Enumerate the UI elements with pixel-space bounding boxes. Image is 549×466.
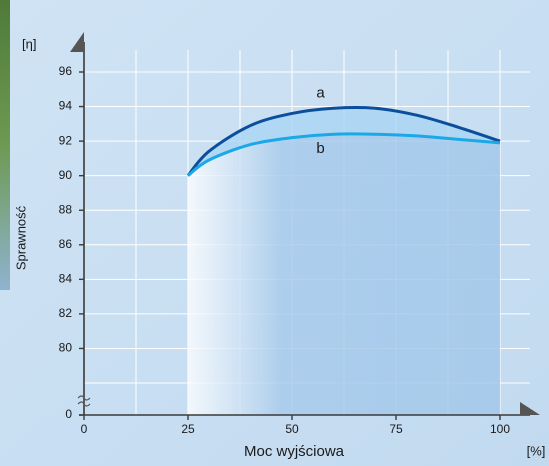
x-axis-label: Moc wyjściowa <box>244 443 345 460</box>
y-tick-label: 96 <box>59 64 73 78</box>
y-tick-label: 82 <box>59 306 73 320</box>
x-arrow <box>520 402 540 415</box>
line <box>186 106 501 177</box>
y-axis-label: Sprawność <box>13 205 28 270</box>
x-tick-label: 100 <box>490 422 510 436</box>
x-tick-label: 25 <box>181 422 195 436</box>
x-tick-label: 75 <box>389 422 403 436</box>
x-tick-label: 0 <box>81 422 88 436</box>
y-tick-label: 90 <box>59 168 73 182</box>
y-arrow <box>70 32 84 52</box>
axes <box>79 42 530 416</box>
y-tick-label: 94 <box>59 99 73 113</box>
axis-break <box>77 395 91 407</box>
x-tick-label: 50 <box>285 422 299 436</box>
x-unit: [%] <box>527 443 546 458</box>
y-unit: [η] <box>22 36 36 51</box>
shaded-area <box>188 133 500 415</box>
gap-area <box>188 107 500 176</box>
y-tick-label: 0 <box>65 407 72 421</box>
y-tick-label: 86 <box>59 237 73 251</box>
y-tick-label: 84 <box>59 272 73 286</box>
y-tick-label: 88 <box>59 202 73 216</box>
photo-strip <box>0 0 10 290</box>
y-tick-label: 92 <box>59 133 73 147</box>
series-label: b <box>316 140 324 157</box>
line <box>187 132 501 177</box>
y-tick-label: 80 <box>59 341 73 355</box>
series-label: a <box>316 84 325 101</box>
